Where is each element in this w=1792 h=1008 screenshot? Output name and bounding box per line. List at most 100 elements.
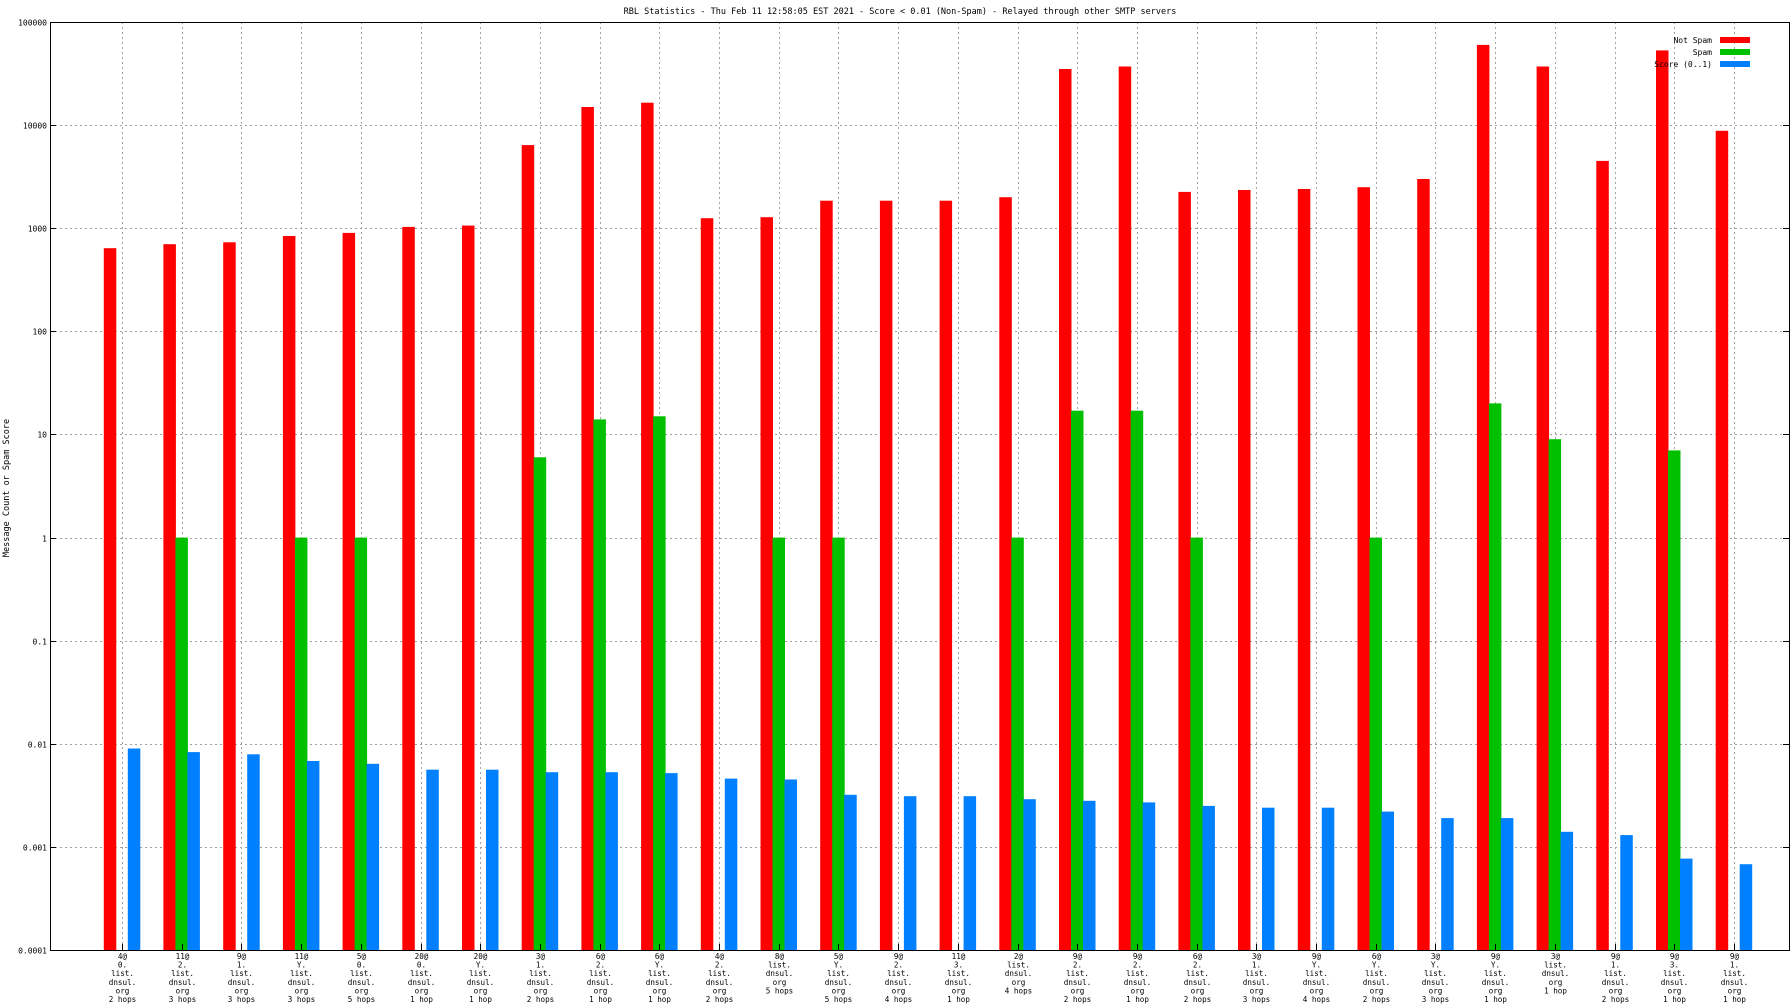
bar-score-0-1 <box>486 769 499 950</box>
bar-score-0-1 <box>665 773 678 950</box>
y-axis-label: Message Count or Spam Score <box>2 419 12 557</box>
x-tick-label: 5@ 0. list. dnsul. org 5 hops <box>348 952 375 1004</box>
bar-spam <box>593 419 606 950</box>
bar-not-spam <box>1417 179 1430 950</box>
bar-score-0-1 <box>1680 858 1693 950</box>
bar-spam <box>1190 537 1203 950</box>
bar-score-0-1 <box>1262 807 1275 950</box>
bar-score-0-1 <box>1142 802 1156 950</box>
x-tick-label: 6@ 2. list. dnsul. org 2 hops <box>1184 952 1211 1004</box>
x-tick-label: 3@ 1. list. dnsul. org 2 hops <box>527 952 554 1004</box>
bar-not-spam <box>1596 160 1609 950</box>
y-tick-label: 100000 <box>18 19 47 28</box>
legend-label: Spam <box>1693 48 1712 57</box>
legend-label: Not Spam <box>1673 36 1712 45</box>
x-tick-label: 9@ 3. list. dnsul. org 1 hop <box>1661 952 1688 1004</box>
bar-spam <box>1130 410 1144 950</box>
y-tick-label: 1 <box>42 535 47 544</box>
legend: Not Spam Spam Score (0..1) <box>1654 36 1750 69</box>
x-tick-label: 9@ Y. list. dnsul. org 1 hop <box>1482 952 1509 1004</box>
y-tick-label: 10000 <box>23 122 47 131</box>
bar-score-0-1 <box>1023 799 1036 950</box>
bar-spam <box>1668 450 1681 950</box>
y-tick-label: 1000 <box>28 225 47 234</box>
bar-not-spam <box>103 248 117 950</box>
x-tick-label: 4@ 0. list. dnsul. org 2 hops <box>109 952 136 1004</box>
bar-score-0-1 <box>1381 811 1394 950</box>
bar-spam <box>533 457 547 950</box>
x-tick-label: 9@ 2. list. dnsul. org 4 hops <box>885 952 912 1004</box>
y-tick-label: 100 <box>33 328 48 337</box>
bar-score-0-1 <box>784 779 797 950</box>
bar-score-0-1 <box>1739 864 1753 950</box>
x-tick-label: 9@ Y. list. dnsul. org 4 hops <box>1303 952 1330 1004</box>
bar-score-0-1 <box>306 761 320 950</box>
bar-spam <box>1548 439 1562 950</box>
bars <box>103 44 1753 951</box>
x-tick-label: 6@ Y. list. dnsul. org 1 hop <box>646 952 673 1004</box>
legend-swatch <box>1720 61 1750 67</box>
bar-not-spam <box>700 218 714 950</box>
bar-not-spam <box>820 200 833 950</box>
chart-title: RBL Statistics - Thu Feb 11 12:58:05 EST… <box>624 7 1177 17</box>
bar-spam <box>1011 537 1024 950</box>
x-tick-label: 3@ 1. list. dnsul. org 3 hops <box>1243 952 1270 1004</box>
bar-score-0-1 <box>903 796 917 950</box>
x-tick-label: 3@ list. dnsul. org 1 hop <box>1542 952 1569 995</box>
bar-not-spam <box>1059 69 1072 950</box>
x-tick-label: 11@ Y. list. dnsul. org 3 hops <box>288 952 315 1004</box>
x-tick-label: 9@ 1. list. dnsul. org 3 hops <box>228 952 255 1004</box>
x-tick-label: 6@ Y. list. dnsul. org 2 hops <box>1363 952 1390 1004</box>
bar-score-0-1 <box>247 754 260 950</box>
x-tick-label: 6@ 2. list. dnsul. org 1 hop <box>587 952 614 1004</box>
bar-not-spam <box>1118 66 1132 950</box>
bar-spam <box>653 416 666 950</box>
x-tick-label: 20@ 0. list. dnsul. org 1 hop <box>408 952 435 1004</box>
x-tick-label: 9@ 2. list. dnsul. org 1 hop <box>1124 952 1151 1004</box>
bar-not-spam <box>999 197 1012 950</box>
bar-score-0-1 <box>1321 807 1335 950</box>
bar-not-spam <box>163 244 176 950</box>
bar-score-0-1 <box>545 772 559 950</box>
axes: 0.0001 0.001 0.01 0.1 1 10 100 1000 10000 100000 4… <box>18 19 1789 1004</box>
x-tick-label: 9@ 1. list. dnsul. org 1 hop <box>1721 952 1748 1004</box>
bar-score-0-1 <box>1560 831 1574 950</box>
bar-score-0-1 <box>187 752 200 950</box>
x-tick-label: 20@ Y. list. dnsul. org 1 hop <box>467 952 494 1004</box>
bar-not-spam <box>1297 189 1311 950</box>
bar-spam <box>1488 403 1502 950</box>
x-tick-label: 5@ Y. list. dnsul. org 5 hops <box>825 952 852 1004</box>
y-tick-label: 0.01 <box>28 741 47 750</box>
y-tick-label: 0.001 <box>23 844 47 853</box>
y-tick-label: 10 <box>37 431 47 440</box>
bar-spam <box>354 537 368 950</box>
bar-not-spam <box>1715 130 1729 951</box>
bar-not-spam <box>521 145 535 951</box>
x-tick-label: 8@ list. dnsul. org 5 hops <box>766 952 793 995</box>
bar-score-0-1 <box>844 794 857 950</box>
bar-not-spam <box>760 217 773 950</box>
x-tick-label: 11@ 3. list. dnsul. org 1 hop <box>945 952 972 1004</box>
bar-spam <box>1071 410 1084 950</box>
bar-not-spam <box>641 102 654 950</box>
bar-spam <box>772 537 785 950</box>
x-tick-label: 9@ 2. list. dnsul. org 2 hops <box>1064 952 1091 1004</box>
bar-score-0-1 <box>426 769 439 950</box>
x-tick-label: 9@ 1. list. dnsul. org 2 hops <box>1602 952 1629 1004</box>
bar-score-0-1 <box>1441 818 1454 950</box>
bar-score-0-1 <box>724 778 738 950</box>
bar-not-spam <box>1536 66 1550 950</box>
legend-swatch <box>1720 37 1750 43</box>
bar-not-spam <box>1178 191 1191 950</box>
bar-score-0-1 <box>1500 818 1514 950</box>
plot-frame <box>50 22 1790 951</box>
bar-score-0-1 <box>1083 800 1096 950</box>
bar-spam <box>175 537 188 950</box>
bar-spam <box>832 537 845 950</box>
y-tick-label: 0.1 <box>33 638 48 647</box>
bar-score-0-1 <box>366 763 380 950</box>
bar-not-spam <box>879 200 893 950</box>
bar-not-spam <box>342 232 356 950</box>
bar-not-spam <box>462 225 475 951</box>
